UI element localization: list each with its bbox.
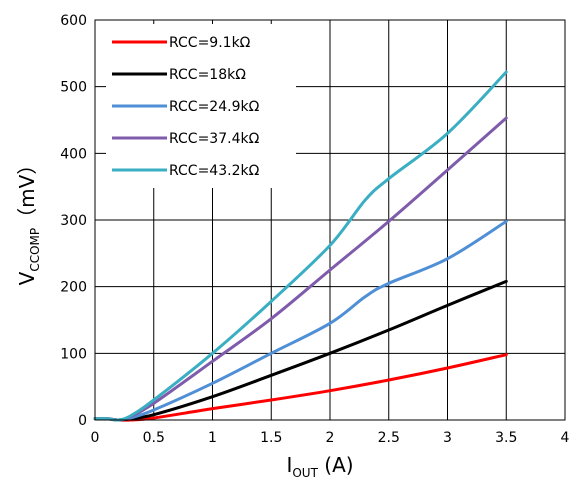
x-axis-title-unit: (A): [318, 453, 354, 477]
x-tick-label: 1.5: [260, 430, 282, 446]
y-tick-label: 500: [60, 80, 87, 96]
plot-frame: [94, 19, 566, 421]
y-axis-title-subscript: CCOMP: [28, 228, 42, 272]
y-axis-tick-labels: 0 100 200 300 400 500 600: [60, 13, 87, 429]
legend-label: RCC=9.1kΩ: [169, 35, 251, 51]
x-tick-label: 3.5: [495, 430, 517, 446]
legend-label: RCC=37.4kΩ: [169, 131, 260, 147]
legend-label: RCC=18kΩ: [169, 67, 246, 83]
y-tick-label: 600: [60, 13, 87, 29]
y-tick-label: 100: [60, 346, 87, 362]
legend-label: RCC=24.9kΩ: [169, 99, 260, 115]
legend-label: RCC=43.2kΩ: [169, 163, 260, 179]
legend: RCC=9.1kΩ RCC=18kΩ RCC=24.9kΩ RCC=37.4kΩ RCC…: [106, 24, 296, 188]
x-axis-tick-labels: 0 0.5 1 1.5 2 2.5 3 3.5 4: [91, 430, 570, 446]
y-axis-title: VCCOMP（mV）: [15, 155, 42, 286]
x-axis-title-subscript: OUT: [292, 466, 318, 480]
x-tick-label: 0.5: [143, 430, 165, 446]
y-axis-title-main: V: [15, 271, 39, 285]
y-axis-title-unit: （mV）: [15, 155, 39, 228]
y-tick-label: 200: [60, 280, 87, 296]
x-tick-label: 4: [561, 430, 570, 446]
x-axis-title: IOUT (A): [286, 453, 353, 480]
y-tick-label: 0: [78, 413, 87, 429]
x-axis-title-main: I: [286, 453, 292, 477]
y-tick-label: 400: [60, 146, 87, 162]
x-tick-label: 2.5: [378, 430, 400, 446]
x-tick-label: 1: [208, 430, 217, 446]
x-tick-label: 2: [326, 430, 335, 446]
x-tick-label: 3: [443, 430, 452, 446]
y-tick-label: 300: [60, 213, 87, 229]
x-tick-label: 0: [91, 430, 100, 446]
